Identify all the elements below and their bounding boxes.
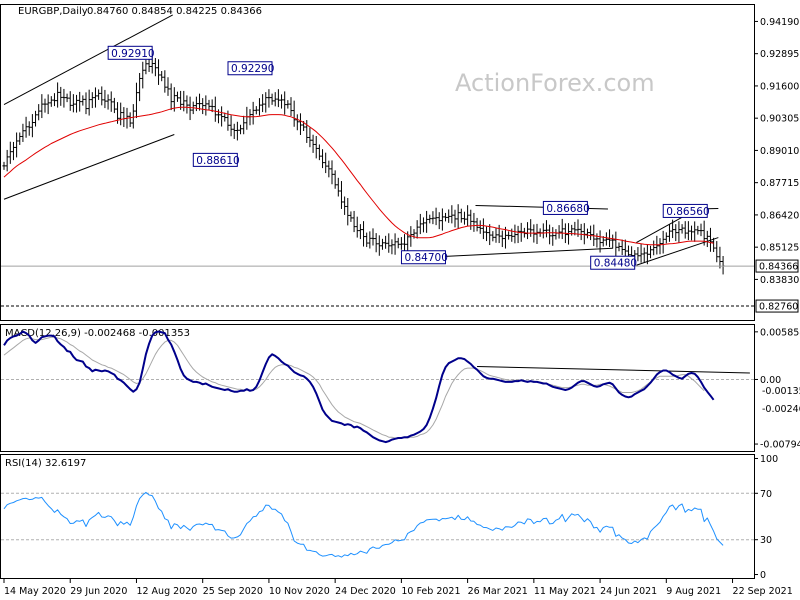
price-tick-label: 0.85125 <box>760 243 799 254</box>
x-tick-label: 11 May 2021 <box>534 586 596 597</box>
rsi-line <box>3 491 724 558</box>
rsi-tick-label: 100 <box>760 454 778 465</box>
chart-title: EURGBP,Daily <box>18 6 88 17</box>
rsi-tick-label: 70 <box>760 489 772 500</box>
rsi-y-axis: 100 70 30 0 <box>754 454 778 581</box>
x-tick-label: 14 May 2020 <box>4 586 66 597</box>
x-tick-label: 9 Aug 2021 <box>666 586 721 597</box>
macd-y-axis: 0.005858 0.00 -0.007945 -0.001353 -0.002468 <box>754 327 800 451</box>
watermark: ActionForex.com <box>455 69 655 97</box>
macd-signal-line <box>3 336 705 439</box>
price-panel: EURGBP,Daily 0.84760 0.84854 0.84225 0.8… <box>0 4 799 321</box>
level-annotation: 0.88610 <box>196 155 239 167</box>
macd-current-value: -0.002468 <box>762 404 800 415</box>
trend-line <box>636 237 719 266</box>
level-annotation: 0.84480 <box>594 258 637 270</box>
level-annotation-box <box>590 255 636 270</box>
macd-panel: MACD(12,26,9) -0.002468 -0.001353 0.0058… <box>0 324 800 452</box>
price-tick-label: 0.83830 <box>760 275 799 286</box>
price-tick-label: 0.92895 <box>760 49 799 60</box>
level-annotation: 0.92290 <box>231 63 274 75</box>
level-annotation: 0.86680 <box>546 203 589 215</box>
level-annotation-box <box>400 250 446 265</box>
x-tick-label: 26 Mar 2021 <box>468 586 528 597</box>
last-price-box <box>755 259 799 273</box>
sma-line <box>3 106 714 246</box>
support-box <box>755 299 799 313</box>
last-price-label: 0.84366 <box>759 262 798 273</box>
x-tick-label: 22 Sep 2021 <box>733 586 793 597</box>
level-annotation: 0.84700 <box>404 252 447 264</box>
x-tick-label: 10 Feb 2021 <box>401 586 460 597</box>
x-axis: 14 May 2020 29 Jun 2020 12 Aug 2020 25 Sep … <box>3 579 793 597</box>
x-tick-label: 10 Nov 2020 <box>269 586 330 597</box>
rsi-marks <box>1 491 754 558</box>
x-tick-label: 25 Sep 2020 <box>203 586 263 597</box>
ohlc-readout: 0.84760 0.84854 0.84225 0.84366 <box>87 6 262 17</box>
trend-line <box>3 134 175 200</box>
macd-trend-line <box>477 365 750 374</box>
macd-tick-label: 0.005858 <box>760 327 800 338</box>
price-tick-label: 0.90305 <box>760 114 799 125</box>
level-annotation-box <box>192 152 238 167</box>
price-panel-frame <box>0 4 755 321</box>
level-annotation-box <box>542 200 588 215</box>
price-tick-label: 0.91600 <box>760 81 799 92</box>
price-marks: 0.92910 0.92290 0.88610 0.84700 0.86680 0.844… <box>1 14 754 307</box>
level-annotation: 0.86560 <box>666 206 709 218</box>
support-label: 0.82760 <box>759 302 798 313</box>
macd-panel-frame <box>0 324 755 452</box>
rsi-title: RSI(14) 32.6197 <box>5 458 86 469</box>
price-tick-label: 0.86420 <box>760 210 799 221</box>
x-tick-label: 29 Jun 2020 <box>70 586 127 597</box>
trend-line <box>3 14 173 106</box>
macd-tick-label: 0.00 <box>760 375 781 386</box>
trend-line <box>437 247 613 258</box>
x-tick-label: 24 Jun 2021 <box>600 586 657 597</box>
macd-current-value: -0.001353 <box>762 386 800 397</box>
x-tick-label: 24 Dec 2020 <box>335 586 396 597</box>
macd-marks <box>1 330 754 444</box>
price-tick-label: 0.89010 <box>760 146 799 157</box>
x-tick-label: 12 Aug 2020 <box>136 586 197 597</box>
rsi-panel: RSI(14) 32.6197 100 70 30 0 <box>0 454 778 581</box>
macd-title: MACD(12,26,9) -0.002468 -0.001353 <box>5 328 190 339</box>
macd-tick-label: -0.007945 <box>760 440 800 451</box>
level-annotation-box <box>227 61 273 76</box>
level-annotation-box <box>107 45 153 60</box>
price-tick-label: 0.87715 <box>760 178 799 189</box>
price-tick-label: 0.94190 <box>760 17 799 28</box>
price-y-axis: 0.94190 0.92895 0.91600 0.90305 0.89010 0.877… <box>754 17 799 313</box>
rsi-tick-label: 0 <box>760 570 766 581</box>
level-annotation-box <box>662 203 708 218</box>
rsi-panel-frame <box>0 454 755 579</box>
level-annotation: 0.92910 <box>111 48 154 60</box>
macd-line <box>3 330 715 444</box>
rsi-tick-label: 30 <box>760 535 772 546</box>
